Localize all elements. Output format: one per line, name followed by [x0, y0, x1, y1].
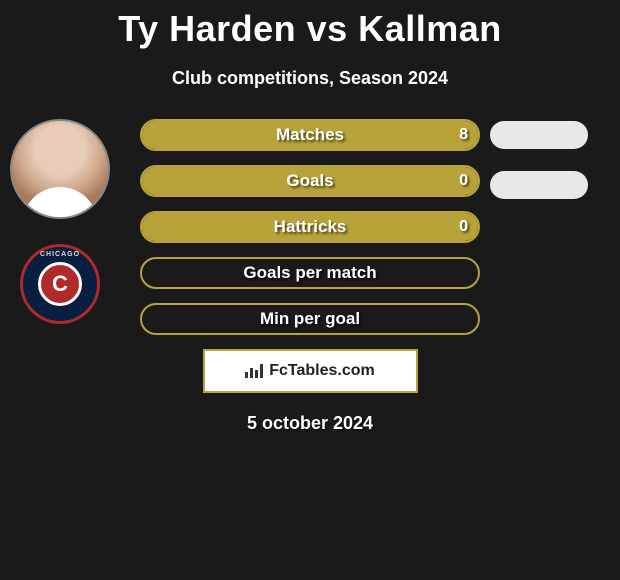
stat-bar: Hattricks0: [140, 211, 480, 243]
stat-bar-label: Min per goal: [142, 305, 478, 333]
stat-bar-value: 8: [459, 121, 468, 149]
opponent-pill: [490, 121, 588, 149]
stat-bar-label: Goals: [142, 167, 478, 195]
stat-bar: Goals0: [140, 165, 480, 197]
attribution-badge: FcTables.com: [203, 349, 418, 393]
stat-bar-value: 0: [459, 213, 468, 241]
right-pill-column: [490, 119, 588, 221]
stat-bar: Matches8: [140, 119, 480, 151]
player1-avatar: [10, 119, 110, 219]
stat-bar: Goals per match: [140, 257, 480, 289]
bar-chart-icon: [245, 364, 263, 378]
stat-bar-label: Matches: [142, 121, 478, 149]
club-logo-letter: C: [38, 262, 82, 306]
opponent-pill: [490, 171, 588, 199]
stat-bar-label: Hattricks: [142, 213, 478, 241]
page-subtitle: Club competitions, Season 2024: [0, 68, 620, 89]
club-logo-top-text: CHICAGO: [40, 251, 80, 258]
comparison-panel: CHICAGO C Matches8Goals0Hattricks0Goals …: [0, 119, 620, 335]
stat-bar: Min per goal: [140, 303, 480, 335]
stat-bar-label: Goals per match: [142, 259, 478, 287]
date-text: 5 october 2024: [0, 413, 620, 434]
stat-bar-value: 0: [459, 167, 468, 195]
stat-bars: Matches8Goals0Hattricks0Goals per matchM…: [140, 119, 480, 335]
attribution-text: FcTables.com: [269, 362, 375, 380]
player2-club-logo: CHICAGO C: [20, 244, 100, 324]
page-title: Ty Harden vs Kallman: [0, 0, 620, 50]
